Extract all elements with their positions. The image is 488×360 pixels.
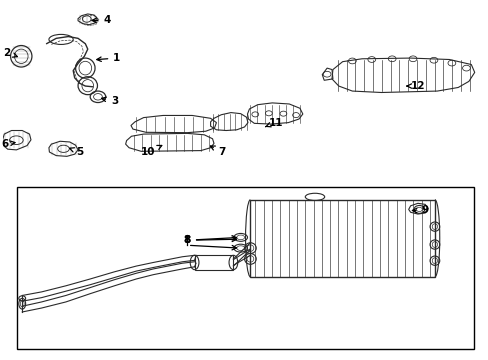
Text: 10: 10 — [141, 145, 162, 157]
Bar — [250, 200, 434, 277]
Text: 12: 12 — [406, 81, 424, 91]
Bar — [194, 255, 233, 270]
Text: 8: 8 — [183, 235, 236, 245]
Bar — [18, 187, 473, 348]
Text: 1: 1 — [97, 53, 120, 63]
Text: 2: 2 — [3, 48, 17, 58]
Text: 11: 11 — [265, 118, 283, 128]
Text: 9: 9 — [411, 206, 428, 216]
Text: 8: 8 — [183, 235, 236, 245]
Text: 3: 3 — [102, 96, 118, 106]
Text: 6: 6 — [1, 139, 15, 149]
Text: 7: 7 — [210, 146, 225, 157]
Text: 5: 5 — [69, 147, 83, 157]
Text: 4: 4 — [92, 15, 111, 26]
